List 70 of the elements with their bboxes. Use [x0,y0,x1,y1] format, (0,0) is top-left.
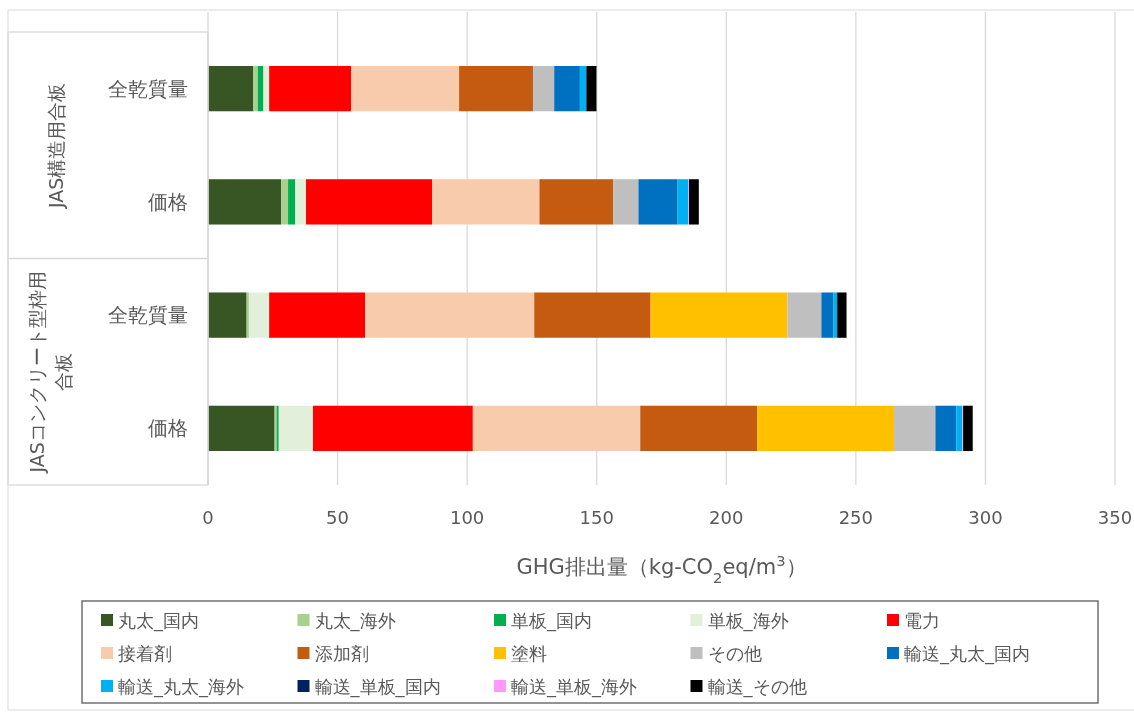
bar [288,179,296,225]
legend-label: 電力 [904,610,940,631]
bar [459,65,533,112]
x-tick-label: 200 [709,507,744,528]
legend-label: 輸送_丸太_国内 [904,643,1030,665]
legend-label: 添加剤 [314,643,369,664]
bar [579,65,587,112]
bar [305,179,433,225]
bar [650,292,788,338]
bar [757,405,894,452]
legend-label: 単板_海外 [707,610,789,632]
bar [821,292,834,338]
bar [935,405,957,452]
x-tick-label: 250 [838,507,874,528]
x-tick-label: 100 [449,507,485,528]
bar [248,292,270,338]
bar [351,65,460,112]
bar [278,405,313,452]
bar [688,179,699,225]
x-tick-label: 300 [968,507,1003,528]
legend-label: 輸送_丸太_海外 [118,676,244,698]
bar [787,292,822,338]
legend-label: 輸送_単板_国内 [314,676,441,698]
bar [613,179,639,225]
legend-label: 輸送_単板_海外 [511,676,637,698]
bar [638,179,678,225]
text: JASコンクリート型枠用合板 [26,271,74,474]
x-tick-label: 50 [326,507,350,528]
y-tick-label: 全乾質量 [108,76,188,101]
bar [539,179,614,225]
bar [208,292,247,338]
bar [833,292,838,338]
bar [365,292,535,338]
legend-label: 単板_国内 [511,610,592,632]
bar [554,65,580,112]
x-axis-title: GHG排出量（kg-CO$_{2}$eq/m$^{3}$） [516,551,807,586]
x-tick-label: 150 [579,507,614,528]
y-tick-label: 価格 [148,189,188,214]
legend-label: 輸送_その他 [707,676,807,698]
text: JAS構造用合板 [45,82,67,209]
bar [534,292,651,338]
bar [281,179,289,225]
bar [208,179,282,225]
bar [269,292,366,338]
bar [532,65,555,112]
bar [263,65,270,112]
bar [253,65,258,112]
y-tick-label: 価格 [148,416,188,441]
bar [677,179,689,225]
bar [208,65,254,112]
x-tick-label: 350 [1097,507,1133,528]
bar [893,405,936,452]
bar [586,65,597,112]
legend-label: その他 [707,643,762,664]
bar [472,405,641,452]
bar [963,405,973,452]
bar [295,179,306,225]
legend-label: 丸太_海外 [314,610,396,632]
x-tick-label: 0 [202,507,214,528]
legend-label: 丸太_国内 [118,610,199,632]
bar [269,65,352,112]
legend-label: 接着剤 [118,643,172,664]
legend-label: 塗料 [511,643,547,664]
bar [956,405,963,452]
bar [837,292,847,338]
y-tick-label: 全乾質量 [108,303,188,328]
bar [208,405,275,452]
bar [432,179,540,225]
bar [312,405,473,452]
bar [640,405,758,452]
